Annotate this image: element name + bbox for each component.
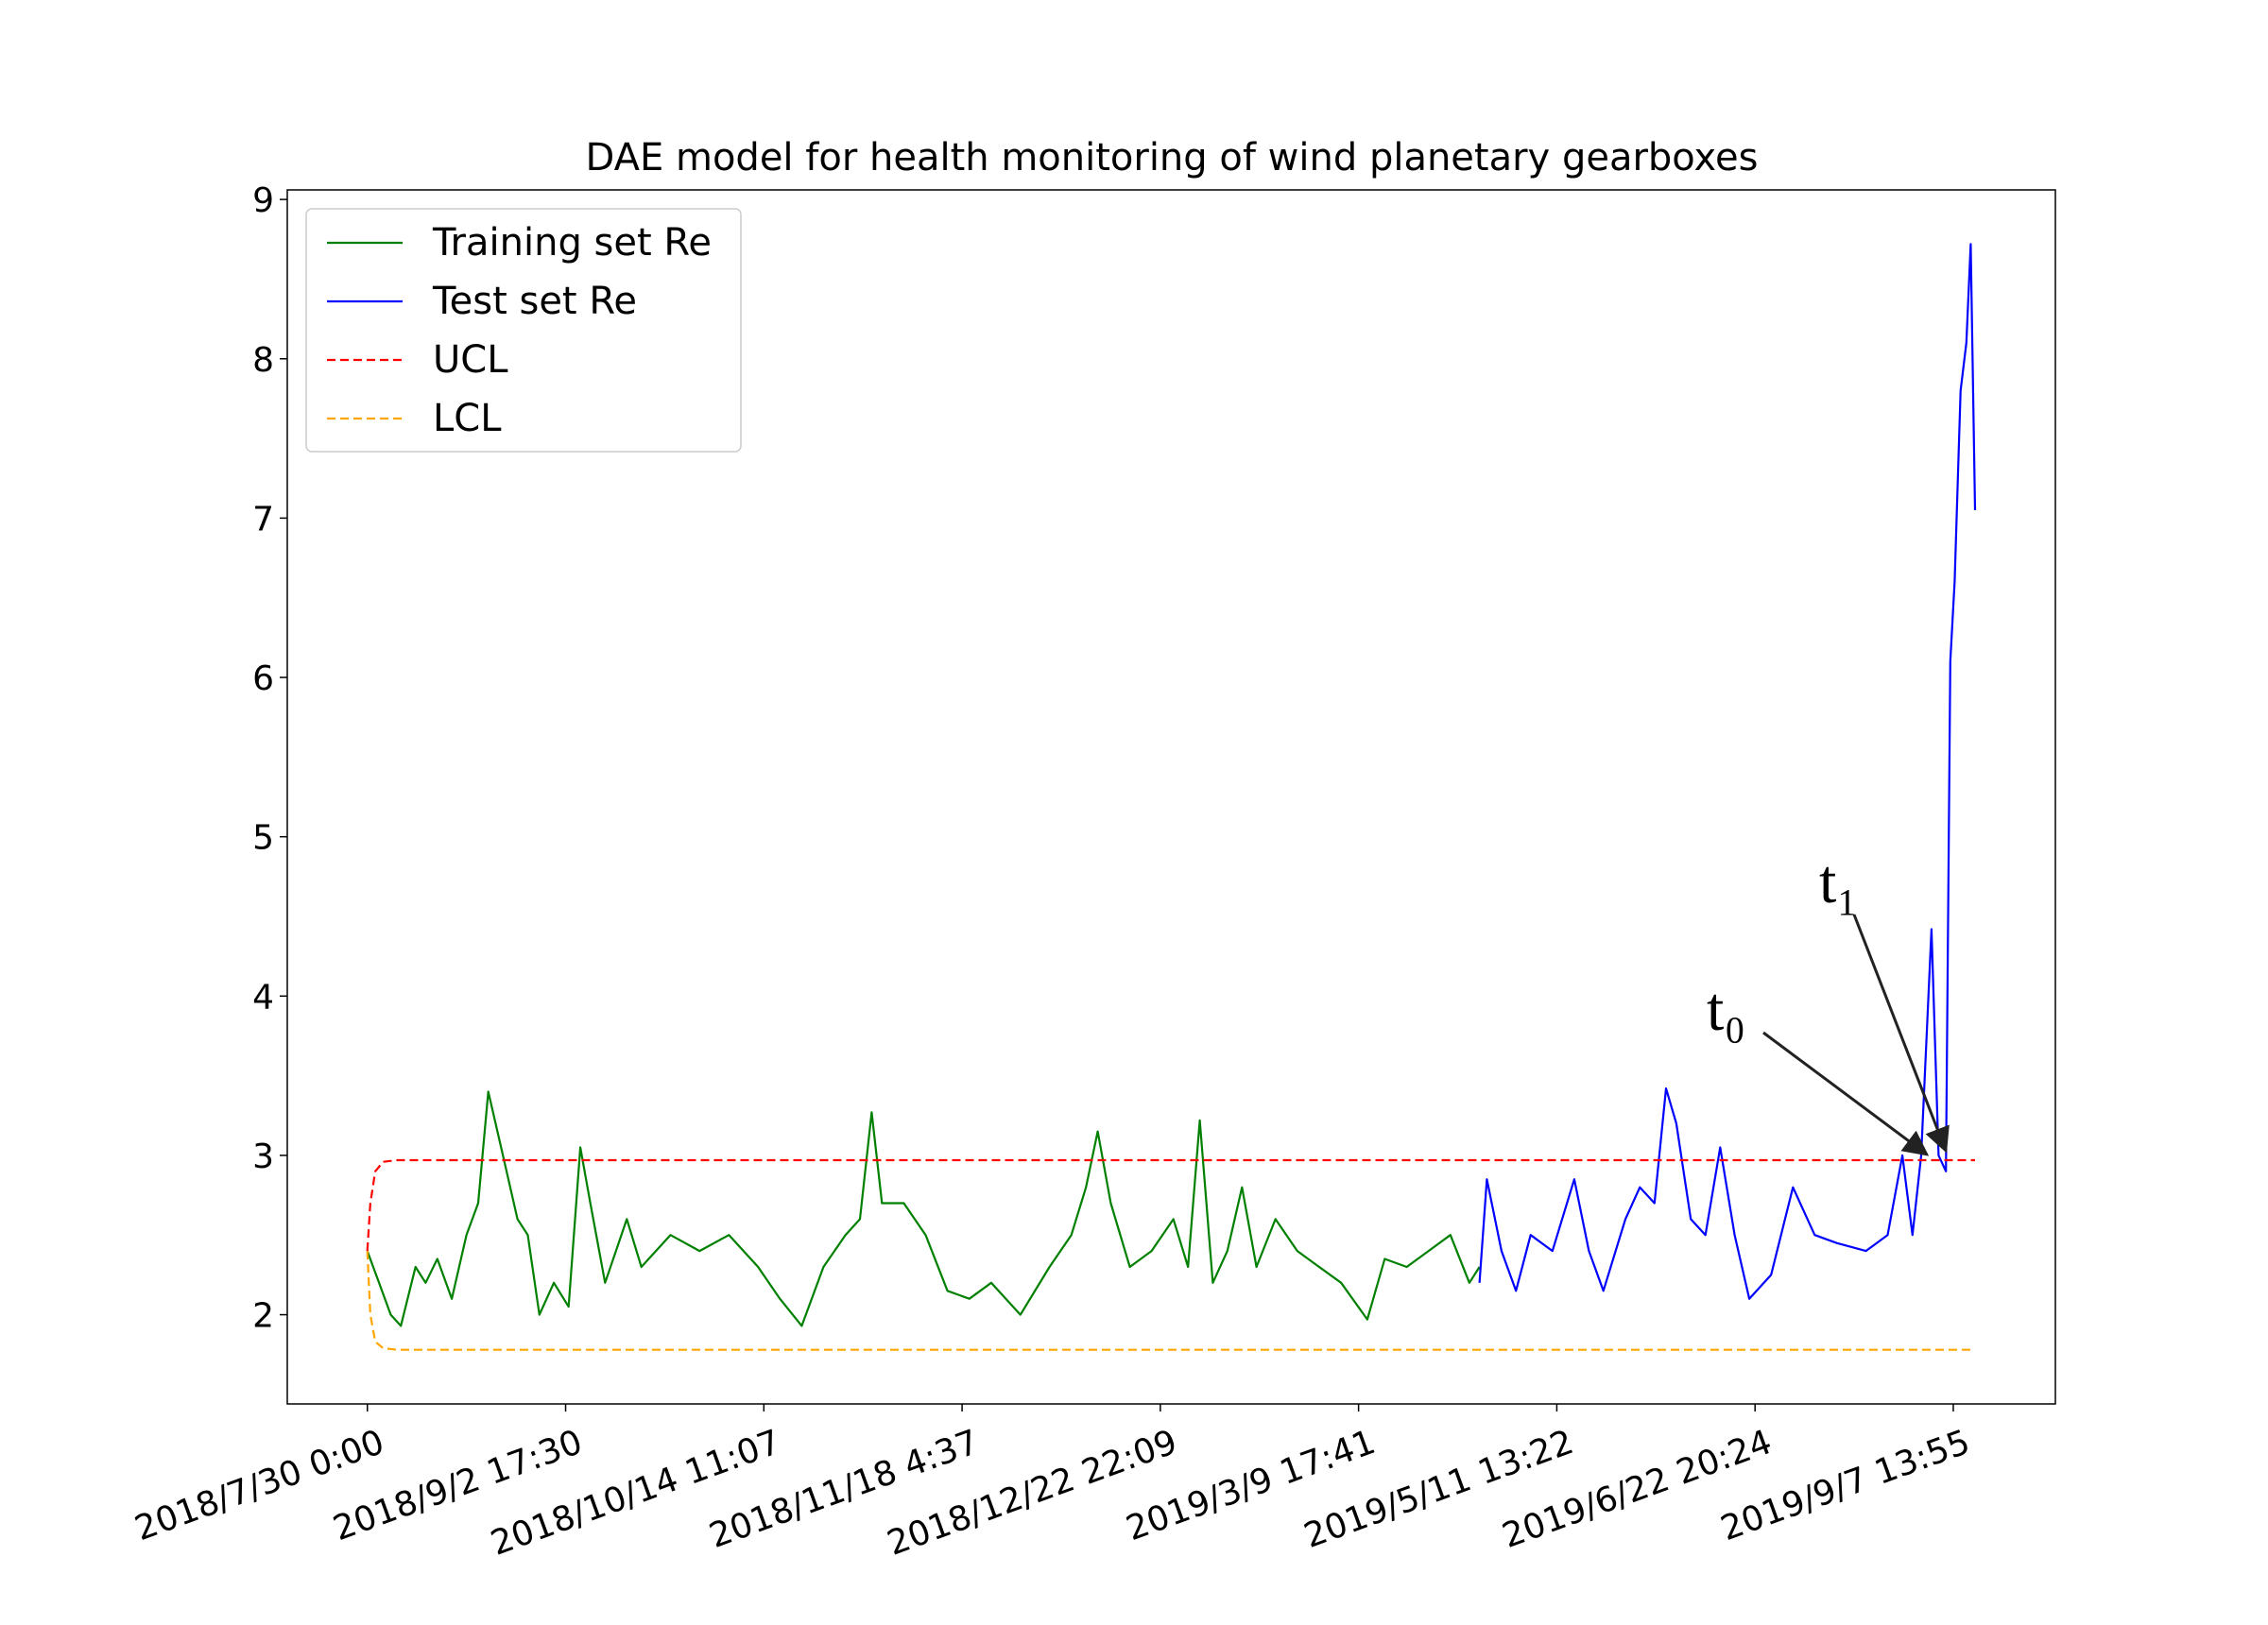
legend-label: LCL: [433, 397, 502, 440]
y-tick-label: 9: [252, 181, 274, 220]
series-line: [366, 1090, 1481, 1327]
y-tick-label: 5: [252, 819, 274, 858]
y-tick-label: 2: [252, 1297, 274, 1336]
chart-title: DAE model for health monitoring of wind …: [586, 136, 1759, 180]
y-tick-label: 3: [252, 1138, 274, 1176]
annotation: t₀: [1707, 975, 1745, 1044]
annotation: t₁: [1819, 847, 1858, 916]
series-line: [366, 1251, 1975, 1351]
annotation-arrow: [1762, 1031, 1930, 1156]
legend-label: Test set Re: [432, 280, 637, 323]
legend-label: UCL: [433, 338, 508, 382]
legend-label: Training set Re: [432, 221, 712, 265]
y-tick-label: 4: [252, 978, 274, 1017]
series-line: [366, 1158, 1975, 1252]
series-line: [1478, 243, 1977, 1300]
y-tick-label: 6: [252, 659, 274, 698]
y-tick-label: 7: [252, 500, 274, 539]
y-tick-label: 8: [252, 341, 274, 380]
legend-box: [305, 208, 742, 453]
plot-frame: [286, 189, 2056, 1405]
annotation-arrow: [1852, 914, 1950, 1154]
